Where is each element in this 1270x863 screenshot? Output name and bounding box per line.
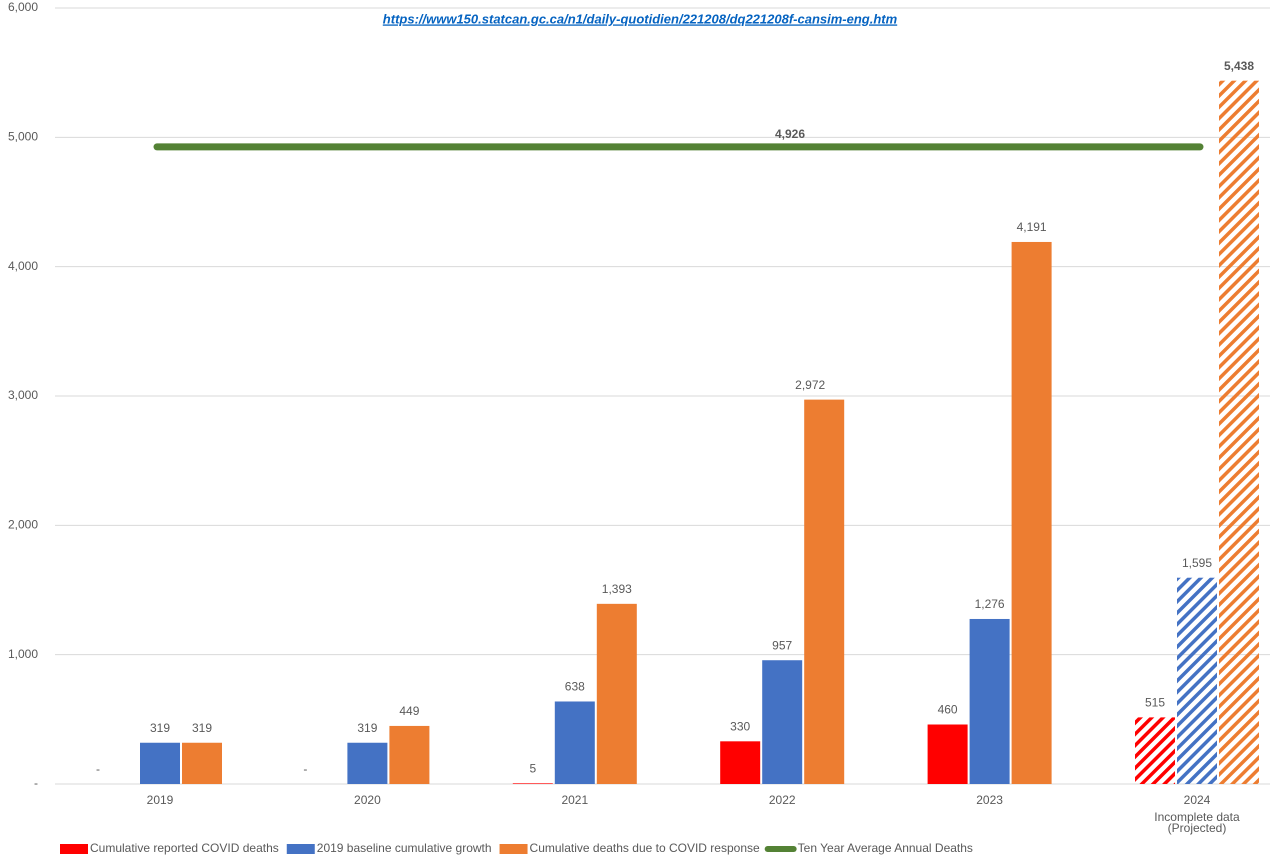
data-label: 1,595: [1182, 556, 1212, 570]
data-label: 2,972: [795, 378, 825, 392]
y-tick-label: 2,000: [8, 518, 38, 532]
data-label: 5: [529, 762, 536, 776]
bar: [720, 741, 761, 784]
data-label: 515: [1145, 696, 1165, 710]
x-tick-label: 2019: [147, 793, 174, 807]
data-label: 4,191: [1017, 220, 1047, 234]
x-tick-label: 2020: [354, 793, 381, 807]
data-label: 638: [565, 680, 585, 694]
bar: [182, 742, 222, 784]
y-tick-label: 5,000: [8, 130, 38, 144]
bar: [762, 660, 803, 784]
category-note: (Projected): [1168, 821, 1227, 835]
x-tick-label: 2021: [561, 793, 588, 807]
legend-label: Cumulative deaths due to COVID response: [530, 841, 760, 855]
legend-label: Cumulative reported COVID deaths: [90, 841, 279, 855]
legend-swatch: [286, 844, 315, 854]
bar: [512, 783, 553, 784]
x-tick-label: 2024: [1184, 793, 1211, 807]
data-label: 330: [730, 719, 750, 733]
data-label: 1,276: [975, 597, 1005, 611]
legend-swatch: [499, 844, 528, 854]
legend-swatch: [60, 844, 88, 854]
bar: [1219, 80, 1259, 785]
category-note: Incomplete data: [1154, 810, 1240, 824]
bar: [1177, 577, 1217, 784]
bar: [1135, 717, 1175, 784]
legend-label: 2019 baseline cumulative growth: [317, 841, 492, 855]
y-tick-label: 6,000: [8, 0, 38, 14]
bar: [927, 724, 968, 784]
bar: [1011, 241, 1052, 785]
bar: [389, 725, 430, 784]
y-tick-label: 1,000: [8, 647, 38, 661]
legend-label: Ten Year Average Annual Deaths: [798, 841, 973, 855]
data-label: 319: [192, 721, 212, 735]
bar: [347, 742, 388, 784]
y-tick-label: 3,000: [8, 388, 38, 402]
reference-label: 4,926: [775, 127, 805, 141]
y-tick-label: -: [34, 776, 38, 790]
data-label: 5,438: [1224, 59, 1254, 73]
data-label: 449: [399, 704, 419, 718]
data-label: -: [303, 762, 307, 776]
data-label: 319: [150, 721, 170, 735]
bar: [140, 742, 180, 784]
data-label: 957: [772, 638, 792, 652]
data-label: -: [96, 762, 100, 776]
y-tick-label: 4,000: [8, 259, 38, 273]
data-label: 460: [938, 703, 958, 717]
source-url: https://www150.statcan.gc.ca/n1/daily-qu…: [383, 11, 898, 26]
data-label: 319: [357, 721, 377, 735]
data-label: 1,393: [602, 582, 632, 596]
bar: [596, 603, 637, 784]
bar: [554, 701, 595, 784]
x-tick-label: 2022: [769, 793, 796, 807]
x-tick-label: 2023: [976, 793, 1003, 807]
bar: [969, 618, 1010, 784]
bar: [804, 399, 845, 784]
